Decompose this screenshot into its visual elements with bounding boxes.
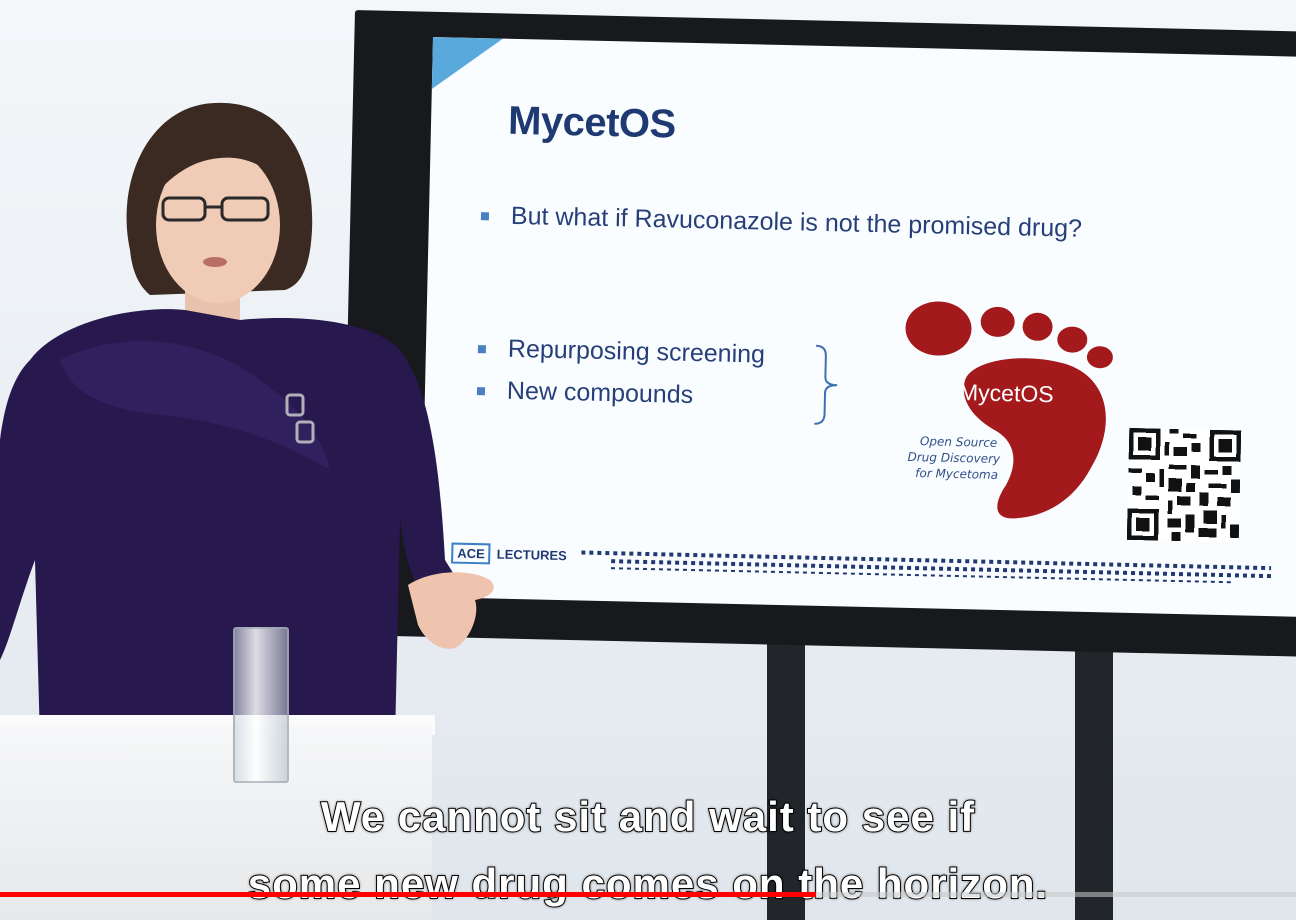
bullet-repurposing: Repurposing screening [477, 334, 765, 370]
qr-code [1126, 427, 1242, 543]
slide-title: MycetOS [507, 98, 677, 147]
logo-tagline-3: for Mycetoma [915, 466, 999, 482]
mycetos-logo-name: MycetOS [958, 379, 1054, 408]
video-progress-fill[interactable] [0, 892, 817, 897]
subtitle-line-2: some new drug comes on the horizon. [247, 859, 1049, 908]
grouping-brace [814, 344, 838, 425]
screen-stand-right [1075, 625, 1113, 920]
logo-tagline-1: Open Source [919, 434, 998, 450]
lectern-table [0, 725, 432, 920]
presenter [0, 102, 494, 740]
bullet-main: But what if Ravuconazole is not the prom… [480, 201, 1083, 244]
subtitle-line-1: We cannot sit and wait to see if [320, 792, 976, 841]
water-glass [233, 627, 289, 783]
presentation-slide: MycetOS But what if Ravuconazole is not … [420, 37, 1296, 617]
logo-tagline-2: Drug Discovery [907, 449, 1001, 466]
footer-dotted-line [581, 550, 1272, 585]
mycetos-foot-logo [905, 301, 1113, 519]
screen-stand-left [767, 615, 805, 920]
